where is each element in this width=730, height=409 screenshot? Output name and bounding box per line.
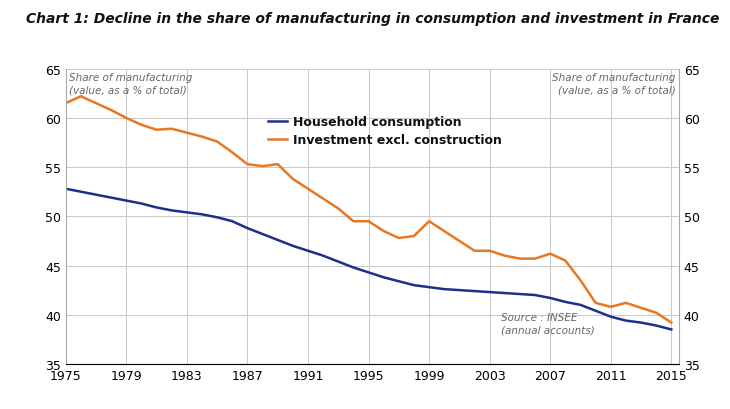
Household consumption	[212, 215, 221, 220]
Investment excl. construction	[531, 256, 539, 261]
Household consumption	[576, 303, 585, 308]
Household consumption	[304, 249, 312, 254]
Investment excl. construction	[380, 229, 388, 234]
Line: Household consumption: Household consumption	[66, 189, 672, 330]
Household consumption	[652, 323, 661, 328]
Investment excl. construction	[152, 128, 161, 133]
Household consumption	[273, 238, 282, 243]
Household consumption	[182, 210, 191, 215]
Household consumption	[591, 308, 600, 313]
Text: Source : INSEE
(annual accounts): Source : INSEE (annual accounts)	[501, 312, 595, 335]
Household consumption	[152, 205, 161, 210]
Investment excl. construction	[500, 254, 509, 258]
Text: Share of manufacturing
(value, as a % of total): Share of manufacturing (value, as a % of…	[69, 72, 192, 95]
Household consumption	[500, 291, 509, 296]
Investment excl. construction	[228, 151, 237, 155]
Investment excl. construction	[349, 219, 358, 224]
Investment excl. construction	[621, 301, 630, 306]
Investment excl. construction	[425, 219, 434, 224]
Household consumption	[485, 290, 494, 295]
Legend: Household consumption, Investment excl. construction: Household consumption, Investment excl. …	[264, 111, 507, 152]
Line: Investment excl. construction: Investment excl. construction	[66, 97, 672, 323]
Investment excl. construction	[546, 252, 555, 256]
Household consumption	[167, 209, 176, 213]
Investment excl. construction	[607, 305, 615, 310]
Household consumption	[667, 327, 676, 332]
Household consumption	[380, 275, 388, 280]
Household consumption	[621, 318, 630, 323]
Household consumption	[394, 279, 403, 284]
Household consumption	[546, 296, 555, 301]
Household consumption	[334, 259, 342, 264]
Investment excl. construction	[182, 131, 191, 136]
Household consumption	[258, 232, 267, 237]
Investment excl. construction	[258, 164, 267, 169]
Investment excl. construction	[667, 320, 676, 325]
Investment excl. construction	[91, 101, 100, 106]
Household consumption	[349, 265, 358, 270]
Household consumption	[288, 244, 297, 249]
Household consumption	[107, 196, 115, 200]
Household consumption	[531, 293, 539, 298]
Investment excl. construction	[591, 301, 600, 306]
Investment excl. construction	[304, 187, 312, 192]
Investment excl. construction	[198, 135, 207, 140]
Investment excl. construction	[637, 306, 645, 310]
Household consumption	[410, 283, 418, 288]
Household consumption	[198, 212, 207, 217]
Household consumption	[470, 289, 479, 294]
Investment excl. construction	[410, 234, 418, 239]
Investment excl. construction	[167, 127, 176, 132]
Investment excl. construction	[137, 123, 146, 128]
Household consumption	[228, 219, 237, 224]
Household consumption	[364, 270, 373, 275]
Household consumption	[77, 190, 85, 195]
Investment excl. construction	[561, 258, 569, 263]
Household consumption	[61, 187, 70, 192]
Household consumption	[137, 202, 146, 207]
Investment excl. construction	[243, 162, 252, 167]
Investment excl. construction	[273, 162, 282, 167]
Household consumption	[515, 292, 524, 297]
Household consumption	[122, 199, 131, 204]
Household consumption	[425, 285, 434, 290]
Investment excl. construction	[107, 108, 115, 113]
Investment excl. construction	[122, 116, 131, 121]
Household consumption	[561, 300, 569, 305]
Investment excl. construction	[470, 249, 479, 254]
Text: Share of manufacturing
(value, as a % of total): Share of manufacturing (value, as a % of…	[553, 72, 676, 95]
Household consumption	[91, 193, 100, 198]
Household consumption	[440, 287, 449, 292]
Household consumption	[243, 226, 252, 231]
Investment excl. construction	[77, 94, 85, 99]
Household consumption	[607, 315, 615, 319]
Household consumption	[455, 288, 464, 293]
Investment excl. construction	[319, 197, 328, 202]
Investment excl. construction	[334, 207, 342, 211]
Household consumption	[637, 320, 645, 325]
Investment excl. construction	[440, 229, 449, 234]
Investment excl. construction	[576, 278, 585, 283]
Investment excl. construction	[515, 256, 524, 261]
Investment excl. construction	[652, 310, 661, 315]
Investment excl. construction	[288, 177, 297, 182]
Investment excl. construction	[364, 219, 373, 224]
Investment excl. construction	[485, 249, 494, 254]
Text: Chart 1: Decline in the share of manufacturing in consumption and investment in : Chart 1: Decline in the share of manufac…	[26, 12, 719, 26]
Household consumption	[319, 254, 328, 258]
Investment excl. construction	[212, 140, 221, 145]
Investment excl. construction	[455, 239, 464, 244]
Investment excl. construction	[394, 236, 403, 241]
Investment excl. construction	[61, 101, 70, 106]
